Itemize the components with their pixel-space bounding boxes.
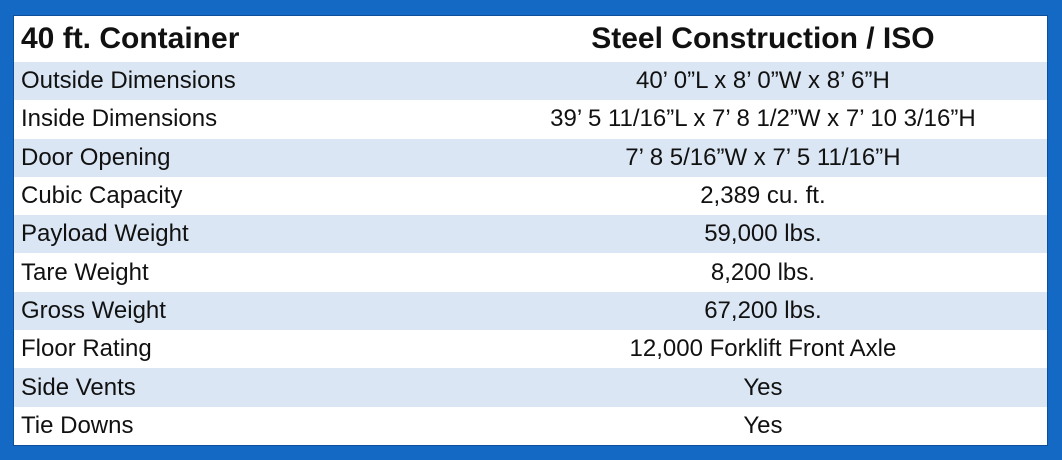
row-label: Outside Dimensions [14,62,479,101]
table-header-row: 40 ft. Container Steel Construction / IS… [14,16,1047,62]
row-value: 7’ 8 5/16”W x 7’ 5 11/16”H [478,138,1047,177]
table-row: Tare Weight 8,200 lbs. [14,253,1047,292]
row-value: 2,389 cu. ft. [478,176,1047,216]
row-value: 8,200 lbs. [478,253,1047,292]
row-label: Gross Weight [14,291,479,331]
row-label: Door Opening [14,138,479,177]
table-row: Payload Weight 59,000 lbs. [14,215,1047,254]
row-value: Yes [478,406,1047,445]
container-spec-table: 40 ft. Container Steel Construction / IS… [14,16,1047,445]
construction-type: Steel Construction / ISO [478,16,1047,62]
row-value: 59,000 lbs. [478,215,1047,254]
row-label: Side Vents [14,368,479,407]
row-value: Yes [478,368,1047,407]
row-label: Payload Weight [14,215,479,254]
row-value: 39’ 5 11/16”L x 7’ 8 1/2”W x 7’ 10 3/16”… [478,100,1047,139]
table-row: Inside Dimensions 39’ 5 11/16”L x 7’ 8 1… [14,100,1047,139]
table-row: Side Vents Yes [14,368,1047,407]
table-row: Gross Weight 67,200 lbs. [14,291,1047,331]
row-value: 67,200 lbs. [478,291,1047,331]
table-row: Door Opening 7’ 8 5/16”W x 7’ 5 11/16”H [14,138,1047,177]
spec-table-frame: 40 ft. Container Steel Construction / IS… [13,15,1048,446]
table-row: Floor Rating 12,000 Forklift Front Axle [14,330,1047,369]
row-label: Floor Rating [14,330,479,369]
table-row: Outside Dimensions 40’ 0”L x 8’ 0”W x 8’… [14,62,1047,101]
row-label: Inside Dimensions [14,100,479,139]
row-value: 40’ 0”L x 8’ 0”W x 8’ 6”H [478,62,1047,101]
table-title: 40 ft. Container [14,16,479,62]
row-label: Tare Weight [14,253,479,292]
table-row: Cubic Capacity 2,389 cu. ft. [14,176,1047,216]
row-value: 12,000 Forklift Front Axle [478,330,1047,369]
row-label: Cubic Capacity [14,176,479,216]
table-row: Tie Downs Yes [14,406,1047,445]
row-label: Tie Downs [14,406,479,445]
